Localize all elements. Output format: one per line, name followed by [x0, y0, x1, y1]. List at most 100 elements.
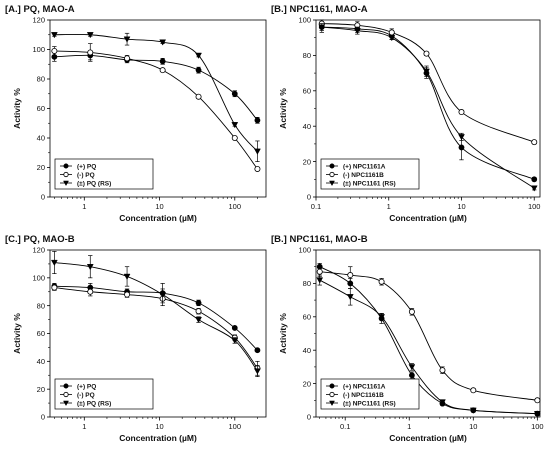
marker-open-circle [51, 47, 58, 54]
x-tick-label: 0.1 [340, 422, 350, 431]
marker-filled-triangle [195, 52, 202, 59]
marker-filled-triangle [533, 411, 541, 418]
x-tick-label: 10 [155, 422, 163, 431]
marker-filled-triangle [329, 400, 335, 407]
chart-title: [C.] PQ, MAO-B [5, 234, 75, 245]
legend-entry: (+) PQ [77, 383, 96, 390]
legend: (+) NPC1161A (-) NPC1161B(±) NPC1161 (RS) [320, 378, 420, 410]
marker-filled-circle [329, 163, 335, 169]
series-0 [318, 21, 538, 183]
x-tick-label: 0.1 [311, 202, 321, 211]
y-tick-label: 120 [32, 16, 45, 25]
x-tick-label: 1 [82, 422, 86, 431]
marker-open-circle [63, 171, 69, 178]
x-tick-label: 100 [229, 202, 242, 211]
x-axis-label: Concentration (µM) [389, 433, 467, 443]
marker-filled-circle [254, 347, 261, 354]
legend-box [320, 378, 420, 410]
marker-open-circle [458, 109, 465, 116]
marker-filled-triangle [423, 68, 430, 75]
marker-open-circle [195, 93, 202, 100]
x-tick-label: 1 [82, 202, 86, 211]
x-axis-label: Concentration (µM) [119, 213, 197, 223]
marker-filled-triangle [346, 294, 354, 301]
marker-filled-triangle [63, 400, 69, 407]
y-tick-label: 0 [307, 193, 311, 202]
marker-filled-circle [195, 299, 202, 306]
marker-open-circle [124, 55, 131, 62]
y-tick-label: 100 [32, 45, 45, 54]
legend: (+) NPC1161A (-) NPC1161B(±) NPC1161 (RS) [320, 158, 420, 190]
y-tick-label: 60 [303, 87, 311, 96]
marker-filled-triangle [318, 24, 326, 31]
legend-box [320, 158, 420, 190]
legend: (+) PQ (-) PQ(±) PQ (RS) [54, 378, 154, 410]
marker-filled-triangle [353, 27, 361, 35]
marker-filled-circle [63, 383, 69, 389]
y-tick-label: 60 [37, 104, 45, 113]
legend-entry: (-) NPC1161B [343, 172, 384, 179]
y-tick-label: 80 [303, 51, 311, 60]
y-tick-label: 20 [303, 157, 311, 166]
x-tick-label: 100 [531, 422, 544, 431]
marker-filled-triangle [86, 32, 94, 39]
marker-filled-circle [195, 67, 202, 74]
marker-filled-triangle [329, 180, 335, 187]
marker-open-circle [231, 134, 238, 141]
legend-entry: (±) PQ (RS) [77, 400, 111, 407]
y-tick-label: 20 [37, 163, 45, 172]
series-curve [321, 26, 535, 180]
series-curve [54, 262, 258, 372]
y-tick-label: 0 [41, 193, 45, 202]
y-tick-label: 0 [307, 413, 311, 422]
marker-filled-circle [329, 383, 335, 389]
legend-entry: (-) PQ [77, 172, 95, 179]
legend-entry: (+) NPC1161A [343, 383, 386, 390]
x-tick-label: 10 [155, 202, 163, 211]
chart-title: [B.] NPC1161, MAO-A [271, 4, 368, 15]
marker-open-circle [124, 291, 131, 298]
marker-open-circle [87, 49, 94, 56]
marker-filled-triangle [123, 36, 131, 43]
marker-filled-triangle [231, 337, 239, 344]
marker-filled-triangle [408, 364, 416, 371]
marker-filled-triangle [530, 185, 538, 192]
marker-filled-triangle [458, 134, 465, 141]
legend-entry: (±) NPC1161 (RS) [343, 180, 396, 187]
marker-open-circle [87, 288, 94, 295]
legend-entry: (-) PQ [77, 392, 95, 399]
marker-open-circle [439, 367, 446, 374]
chart-title: [A.] PQ, MAO-A [5, 4, 75, 15]
legend-entry: (+) NPC1161A [343, 163, 386, 170]
y-axis-label: Activity % [12, 313, 22, 354]
marker-filled-circle [63, 163, 69, 169]
series-curve [54, 285, 258, 351]
marker-open-circle [423, 50, 430, 57]
y-tick-label: 0 [41, 413, 45, 422]
marker-filled-triangle [123, 273, 131, 280]
marker-filled-circle [231, 325, 238, 331]
y-tick-label: 40 [37, 134, 45, 143]
y-tick-label: 80 [303, 279, 311, 288]
marker-filled-triangle [254, 148, 261, 155]
x-tick-label: 10 [469, 422, 477, 431]
marker-open-circle [388, 29, 395, 36]
series-1 [318, 19, 538, 146]
y-axis-label: Activity % [278, 88, 288, 129]
marker-filled-circle [231, 90, 238, 97]
legend-entry: (±) PQ (RS) [77, 180, 111, 187]
marker-filled-circle [409, 372, 415, 379]
y-tick-label: 20 [37, 385, 45, 394]
marker-filled-triangle [63, 180, 69, 187]
marker-filled-triangle [50, 32, 58, 39]
marker-open-circle [316, 268, 323, 275]
marker-filled-triangle [86, 264, 94, 271]
series-curve [321, 23, 535, 143]
marker-open-circle [408, 308, 415, 315]
marker-filled-triangle [439, 399, 446, 406]
marker-open-circle [378, 278, 385, 285]
y-tick-label: 40 [303, 122, 311, 131]
y-tick-label: 20 [303, 379, 311, 388]
